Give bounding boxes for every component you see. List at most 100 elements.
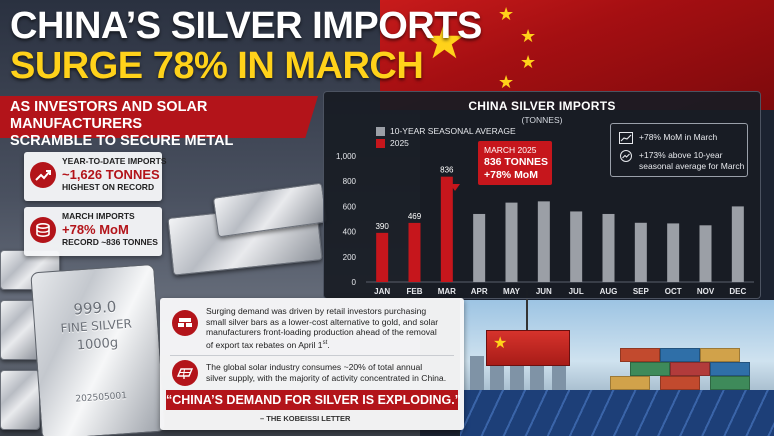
x-tick-label: OCT <box>665 287 682 296</box>
info-text: seasonal average for March <box>639 161 745 171</box>
flag-star-icon: ★ <box>520 26 537 47</box>
paragraph-text: of export tax rebates on April 1 <box>206 339 323 350</box>
silver-bars-icon <box>172 310 198 336</box>
chart-panel: 0 200 400 600 800 1,000 390 JAN 469 FEB 836 MAR APR M… <box>323 91 761 299</box>
silver-bar-weight: 1000g <box>76 335 119 354</box>
callout-change: +78% MoM <box>484 169 538 181</box>
y-tick-label: 0 <box>352 278 357 287</box>
march-callout: MARCH 2025 836 TONNES +78% MoM <box>478 141 552 185</box>
y-tick-label: 800 <box>343 177 357 186</box>
shipping-container <box>660 376 700 390</box>
bar-chart: 0 200 400 600 800 1,000 390 JAN 469 FEB 836 MAR APR M… <box>336 152 754 296</box>
city-building <box>470 356 484 396</box>
info-row-mom: +78% MoM in March <box>619 132 717 144</box>
stat-label: YEAR-TO-DATE IMPORTS <box>62 156 167 166</box>
bar-seasonal-average <box>602 213 615 282</box>
subtitle-line: AS INVESTORS AND SOLAR MANUFACTURERS <box>10 99 208 132</box>
solar-panels <box>460 390 774 436</box>
bar-2025 <box>408 222 421 282</box>
crane-cable <box>526 290 528 330</box>
demand-paragraph: Surging demand was driven by retail inve… <box>206 306 454 350</box>
bar-seasonal-average <box>505 202 518 282</box>
stat-label: MARCH IMPORTS <box>62 211 135 221</box>
shipping-container <box>670 362 710 376</box>
x-tick-label: NOV <box>697 287 715 296</box>
shipping-container <box>710 376 750 390</box>
y-tick-label: 1,000 <box>336 152 357 161</box>
city-building <box>552 366 566 396</box>
legend-swatch <box>376 126 385 136</box>
headline-highlight: SURGE 78% IN MARCH <box>10 45 424 87</box>
stat-note: RECORD ~836 TONNES <box>62 237 158 247</box>
subtitle-banner <box>0 96 318 138</box>
divider <box>170 355 454 356</box>
x-tick-label: DEC <box>729 287 746 296</box>
callout-date: MARCH 2025 <box>484 145 537 155</box>
chart-unit: (TONNES) <box>521 115 563 125</box>
x-tick-label: JUL <box>569 287 584 296</box>
info-text: +78% MoM in March <box>639 132 718 142</box>
headline-title: CHINA’S SILVER IMPORTS <box>10 5 482 47</box>
x-tick-label: AUG <box>600 287 618 296</box>
shipping-container <box>710 362 750 376</box>
bar-2025 <box>440 176 453 282</box>
shipping-container <box>700 348 740 362</box>
solar-panel-icon <box>172 360 198 386</box>
stat-value: ~1,626 TONNES <box>62 167 160 182</box>
x-tick-label: SEP <box>633 287 650 296</box>
legend-label: 10-YEAR SEASONAL AVERAGE <box>390 126 516 136</box>
china-flag-container: ★ <box>486 330 570 366</box>
legend-item-2025: 2025 <box>376 137 516 149</box>
bar-seasonal-average <box>634 222 647 282</box>
x-tick-label: MAR <box>438 287 456 296</box>
shipping-container <box>630 362 670 376</box>
x-tick-label: MAY <box>503 287 521 296</box>
x-tick-label: JUN <box>536 287 552 296</box>
trend-up-icon <box>30 162 56 188</box>
bar-value-label: 390 <box>375 222 389 231</box>
info-text: +173% above 10-year <box>639 150 723 160</box>
stat-value: +78% MoM <box>62 222 129 237</box>
legend-swatch <box>376 138 385 148</box>
line-chart-icon <box>619 132 633 144</box>
subtitle: AS INVESTORS AND SOLAR MANUFACTURERS SCR… <box>10 99 310 150</box>
paragraph-line: manufacturers front-loading production a… <box>206 327 437 338</box>
chart-info-box: +78% MoM in March +173% above 10-year se… <box>610 123 748 177</box>
bar-seasonal-average <box>699 225 712 282</box>
trend-up-icon <box>619 150 633 162</box>
headline: CHINA’S SILVER IMPORTS SURGE 78% IN MARC… <box>10 5 482 87</box>
paragraph-line: Surging demand was driven by retail inve… <box>206 306 427 316</box>
bar-value-label: 469 <box>408 212 422 221</box>
y-tick-label: 600 <box>343 202 357 211</box>
callout-value: 836 TONNES <box>484 156 548 168</box>
container-star-icon: ★ <box>493 333 508 352</box>
quote-text: “CHINA’S DEMAND FOR SILVER IS EXPLODING.… <box>166 393 461 407</box>
legend-item-average: 10-YEAR SEASONAL AVERAGE <box>376 125 516 137</box>
y-tick-label: 400 <box>343 228 357 237</box>
bar-seasonal-average <box>537 201 550 282</box>
silver-bar-foreground: 999.0 FINE SILVER 1000g 202505001 <box>30 263 166 436</box>
stat-card-march: MARCH IMPORTS +78% MoM RECORD ~836 TONNE… <box>24 207 162 256</box>
legend-label: 2025 <box>390 138 409 148</box>
paragraph-line: silver supply, with the majority of acti… <box>206 372 447 383</box>
paragraph-end: . <box>327 339 330 350</box>
x-tick-label: FEB <box>407 287 423 296</box>
shipping-container <box>610 376 650 390</box>
quote-banner: “CHINA’S DEMAND FOR SILVER IS EXPLODING.… <box>166 390 461 410</box>
silver-bar-stack <box>0 370 40 430</box>
solar-paragraph: The global solar industry consumes ~20% … <box>206 362 454 383</box>
paragraph-line: The global solar industry consumes ~20% … <box>206 362 423 372</box>
coin-stack-icon <box>30 217 56 243</box>
bar-seasonal-average <box>667 223 680 282</box>
chart-title: CHINA SILVER IMPORTS <box>468 99 616 113</box>
bar-2025 <box>376 232 389 282</box>
city-building <box>510 362 524 396</box>
info-row-seasonal: +173% above 10-year seasonal average for… <box>619 150 744 172</box>
flag-star-icon: ★ <box>498 4 515 25</box>
x-tick-label: JAN <box>374 287 390 296</box>
flag-star-icon: ★ <box>520 52 537 73</box>
x-tick-label: APR <box>471 287 488 296</box>
callout-pointer <box>450 184 460 191</box>
quote-source: – THE KOBEISSI LETTER <box>260 414 351 423</box>
info-card: Surging demand was driven by retail inve… <box>160 298 464 430</box>
